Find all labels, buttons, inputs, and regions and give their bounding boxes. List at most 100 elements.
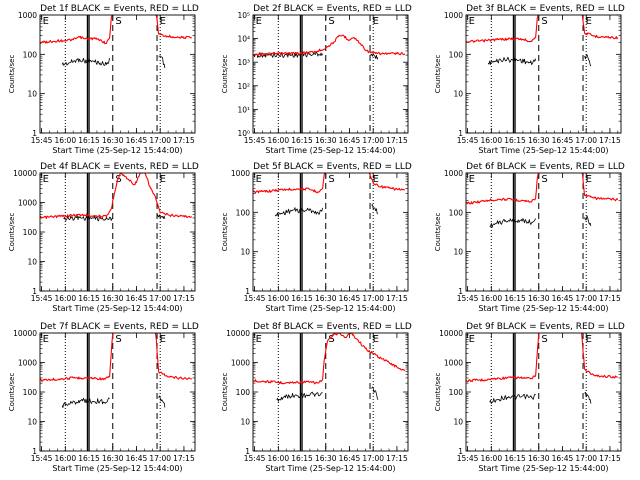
y-tick-label: 10⁰ (237, 129, 250, 138)
x-tick-label: 17:00 (149, 136, 171, 145)
y-tick-label: 10³ (237, 58, 250, 67)
y-tick-label: 1 (458, 447, 463, 456)
chart-panel: Det 7f BLACK = Events, RED = LLD Counts/s… (8, 322, 199, 473)
x-tick-label: 16:15 (78, 136, 100, 145)
x-axis-label: Start Time (25-Sep-12 15:44:00) (52, 304, 182, 313)
marker-label: S (541, 16, 547, 27)
plot-frame (252, 332, 409, 452)
x-tick-label: 15:45 (244, 294, 266, 303)
plot-frame (465, 172, 622, 292)
x-tick-label: 16:30 (102, 136, 124, 145)
chart-title: Det 3f BLACK = Events, RED = LLD (466, 4, 625, 14)
chart-panel: Det 5f BLACK = Events, RED = LLD Counts/s… (221, 162, 412, 313)
x-tick-label: 16:00 (480, 454, 502, 463)
y-tick-label: 10 (27, 258, 37, 267)
y-tick-label: 1 (458, 287, 463, 296)
lld-series-line (39, 172, 193, 220)
x-tick-label: 16:45 (339, 454, 361, 463)
y-tick-label: 10 (27, 90, 37, 99)
y-tick-label: 1 (32, 287, 37, 296)
y-tick-label: 10 (27, 418, 37, 427)
marker-label: E (160, 174, 166, 185)
marker-label: E (469, 174, 475, 185)
plot-frame (39, 332, 196, 452)
lld-series-line (39, 14, 192, 45)
y-tick-label: 100 (23, 228, 38, 237)
y-axis-label: Counts/sec (221, 213, 229, 252)
marker-label: S (328, 16, 334, 27)
y-tick-label: 10000 (439, 329, 463, 338)
x-tick-label: 16:30 (528, 294, 550, 303)
x-tick-label: 17:15 (173, 294, 195, 303)
y-tick-label: 100 (449, 208, 464, 217)
x-tick-label: 17:15 (386, 454, 408, 463)
y-tick-label: 10 (240, 418, 250, 427)
x-axis-label: Start Time (25-Sep-12 15:44:00) (478, 146, 608, 155)
chart-title: Det 1f BLACK = Events, RED = LLD (40, 4, 199, 14)
y-tick-label: 1000 (18, 359, 37, 368)
x-tick-label: 16:15 (291, 136, 313, 145)
x-tick-label: 17:00 (575, 454, 597, 463)
y-tick-label: 10 (453, 90, 463, 99)
y-tick-label: 1 (32, 129, 37, 138)
x-tick-label: 17:00 (149, 294, 171, 303)
y-tick-label: 10¹ (237, 105, 250, 114)
chart-panel: Det 3f BLACK = Events, RED = LLD Counts/s… (434, 4, 625, 155)
y-tick-label: 1000 (231, 169, 250, 178)
lld-series-line (252, 332, 406, 385)
marker-label: E (256, 334, 262, 345)
y-tick-label: 1 (458, 129, 463, 138)
y-tick-label: 100 (23, 50, 38, 59)
marker-label: E (469, 16, 475, 27)
marker-label: E (586, 334, 592, 345)
marker-label: E (586, 16, 592, 27)
plot-frame (465, 332, 622, 452)
x-tick-label: 15:45 (244, 136, 266, 145)
x-tick-label: 16:45 (339, 136, 361, 145)
chart-title: Det 7f BLACK = Events, RED = LLD (40, 322, 199, 332)
x-tick-label: 16:45 (126, 454, 148, 463)
events-series-line (487, 54, 592, 67)
marker-label: E (373, 334, 379, 345)
marker-label: S (328, 174, 334, 185)
marker-label: E (373, 16, 379, 27)
y-tick-label: 1000 (18, 11, 37, 20)
x-tick-label: 16:45 (552, 454, 574, 463)
y-tick-label: 100 (236, 208, 251, 217)
marker-label: E (373, 174, 379, 185)
x-axis-label: Start Time (25-Sep-12 15:44:00) (478, 304, 608, 313)
marker-label: E (160, 334, 166, 345)
y-tick-label: 10⁵ (237, 11, 250, 20)
marker-label: E (43, 16, 49, 27)
x-tick-label: 16:45 (339, 294, 361, 303)
y-axis-label: Counts/sec (434, 55, 442, 94)
y-axis-label: Counts/sec (434, 373, 442, 412)
x-tick-label: 17:00 (575, 136, 597, 145)
y-tick-label: 10² (237, 82, 250, 91)
y-tick-label: 10 (240, 248, 250, 257)
y-tick-label: 1000 (444, 11, 463, 20)
y-tick-label: 10000 (13, 169, 37, 178)
marker-label: E (43, 334, 49, 345)
x-tick-label: 16:15 (78, 294, 100, 303)
x-axis-label: Start Time (25-Sep-12 15:44:00) (52, 464, 182, 473)
y-tick-label: 1 (32, 447, 37, 456)
chart-title: Det 9f BLACK = Events, RED = LLD (466, 322, 625, 332)
chart-panel: Det 4f BLACK = Events, RED = LLD Counts/s… (8, 162, 199, 313)
x-tick-label: 16:15 (504, 454, 526, 463)
plot-frame (465, 14, 622, 134)
chart-panel: Det 2f BLACK = Events, RED = LLD Counts/s… (221, 4, 412, 155)
x-axis-label: Start Time (25-Sep-12 15:44:00) (478, 464, 608, 473)
y-tick-label: 1 (245, 287, 250, 296)
x-tick-label: 17:00 (575, 294, 597, 303)
x-tick-label: 16:00 (54, 136, 76, 145)
marker-label: S (115, 334, 121, 345)
x-tick-label: 16:00 (54, 454, 76, 463)
chart-panel: Det 8f BLACK = Events, RED = LLD Counts/s… (221, 322, 412, 473)
y-tick-label: 100 (449, 388, 464, 397)
x-tick-label: 15:45 (31, 136, 53, 145)
marker-label: S (541, 334, 547, 345)
lld-series-line (252, 172, 405, 194)
x-tick-label: 17:00 (362, 136, 384, 145)
x-tick-label: 16:30 (102, 454, 124, 463)
